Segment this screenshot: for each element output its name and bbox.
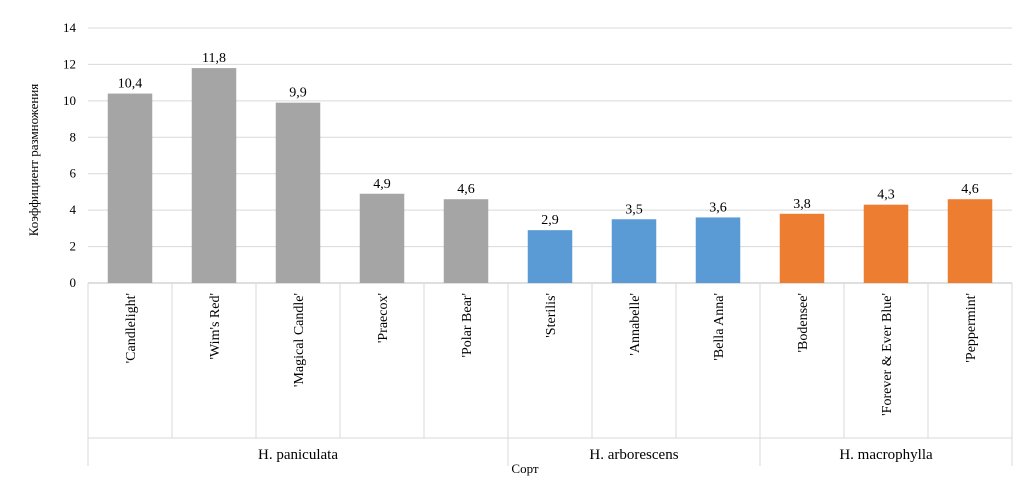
data-label: 11,8 bbox=[202, 51, 226, 66]
data-label: 3,6 bbox=[709, 200, 727, 215]
data-label: 3,5 bbox=[625, 202, 643, 217]
bar bbox=[863, 204, 909, 283]
bar bbox=[443, 199, 489, 283]
category-label: 'Polar Bear' bbox=[460, 293, 475, 358]
group-label: H. arborescens bbox=[589, 447, 678, 463]
data-label: 3,8 bbox=[793, 197, 811, 212]
y-tick-label: 6 bbox=[70, 166, 77, 181]
x-axis-title: Сорт bbox=[511, 461, 538, 476]
data-label: 4,3 bbox=[877, 188, 895, 203]
category-label: 'Bella Anna' bbox=[712, 293, 727, 361]
category-label: 'Sterilis' bbox=[544, 293, 559, 338]
category-label: 'Peppermint' bbox=[964, 293, 979, 363]
data-label: 4,6 bbox=[457, 182, 475, 197]
y-tick-label: 8 bbox=[70, 129, 77, 144]
category-axis bbox=[87, 283, 1013, 466]
category-label: 'Magical Candle' bbox=[292, 293, 307, 387]
labels: 0 2 4 6 8 10 12 14 10,4 'Candlelight' 11,8 'Wim's R… bbox=[63, 20, 979, 463]
gridlines bbox=[88, 27, 1012, 284]
y-axis-title: Коэффициент размножения bbox=[26, 84, 41, 237]
category-label: 'Bodensee' bbox=[796, 293, 811, 352]
data-label: 4,6 bbox=[961, 182, 979, 197]
data-label: 4,9 bbox=[373, 177, 391, 192]
category-label: 'Praecox' bbox=[376, 293, 391, 343]
data-label: 2,9 bbox=[541, 213, 559, 228]
category-label: 'Forever & Ever Blue' bbox=[880, 293, 895, 416]
y-tick-label: 10 bbox=[63, 93, 76, 108]
y-tick-label: 2 bbox=[70, 239, 77, 254]
group-label: H. paniculata bbox=[258, 447, 338, 463]
data-label: 10,4 bbox=[118, 77, 143, 92]
y-tick-label: 0 bbox=[70, 275, 77, 290]
category-label: 'Wim's Red' bbox=[208, 293, 223, 360]
bar bbox=[947, 199, 993, 283]
bar bbox=[611, 219, 657, 283]
group-label: H. macrophylla bbox=[839, 447, 933, 463]
bar bbox=[359, 193, 405, 283]
bar bbox=[191, 68, 237, 283]
bars bbox=[107, 68, 993, 283]
bar bbox=[107, 93, 153, 283]
y-tick-label: 14 bbox=[63, 20, 77, 35]
data-label: 9,9 bbox=[289, 86, 307, 101]
y-tick-label: 4 bbox=[70, 202, 77, 217]
bar bbox=[779, 213, 825, 283]
bar bbox=[275, 102, 321, 283]
bar bbox=[695, 217, 741, 283]
category-label: 'Candlelight' bbox=[124, 293, 139, 363]
y-tick-label: 12 bbox=[63, 56, 76, 71]
category-label: 'Annabelle' bbox=[628, 293, 643, 356]
bar bbox=[527, 230, 573, 283]
